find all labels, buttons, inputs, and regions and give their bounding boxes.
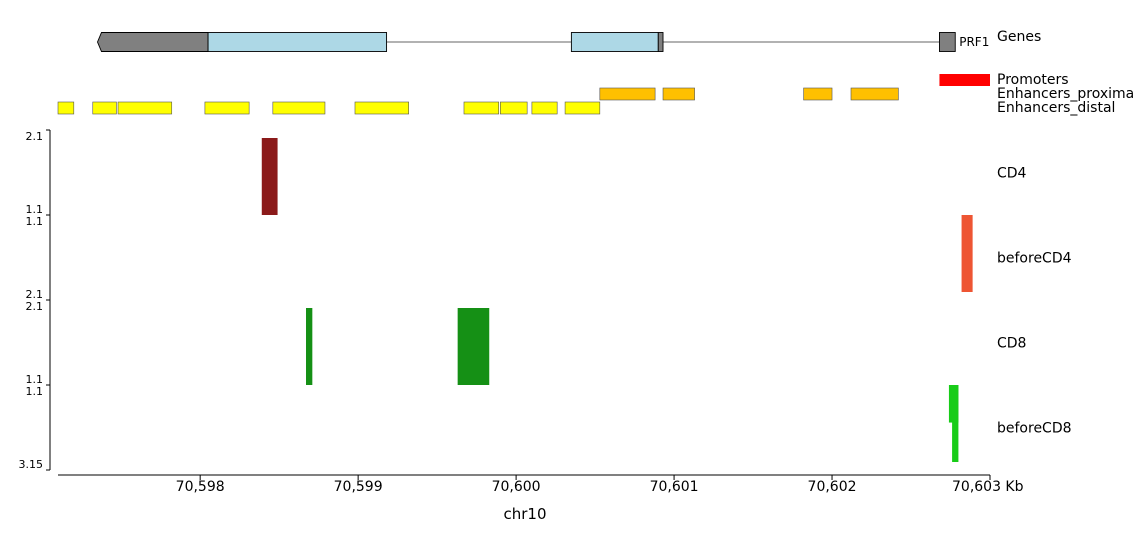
annotation-track-label-2: Enhancers_distal (997, 100, 1115, 116)
signal-bar-cd4-0 (261, 138, 278, 215)
annotation-feature-enhancers_proximal-2 (803, 87, 833, 101)
annotation-feature-enhancers_proximal-3 (850, 87, 899, 101)
gene-exon-2 (570, 32, 659, 52)
gene-exon-0 (97, 32, 209, 52)
annotation-feature-enhancers_distal-1 (92, 101, 117, 115)
gene-exon-4 (939, 32, 956, 52)
y-axis-top-label-3: 1.1 (26, 385, 44, 398)
gene-track-label: Genes (997, 29, 1041, 45)
y-axis-bottom-label-1: 2.1 (26, 288, 44, 301)
annotation-tracks: PromotersEnhancers_proximalEnhancers_dis… (57, 72, 1133, 116)
annotation-feature-enhancers_distal-6 (463, 101, 500, 115)
signal-bar-cd8-0 (306, 308, 313, 385)
annotation-feature-enhancers_distal-5 (354, 101, 409, 115)
x-axis: 70,598 70,599 70,600 70,601 70,602 70,603 Kb (58, 474, 1024, 495)
annotation-feature-promoters-0 (939, 74, 990, 86)
gene-name-label: PRF1 (959, 35, 989, 49)
y-axis-top-label-2: 2.1 (26, 300, 44, 313)
annotation-track-label-0: Promoters (997, 72, 1069, 88)
gene-exon-3 (657, 32, 664, 52)
annotation-feature-enhancers_distal-2 (117, 101, 173, 115)
signal-bar-beforecd4-0 (961, 215, 973, 292)
annotation-feature-enhancers_distal-9 (564, 101, 601, 115)
gene-track: PRF1 Genes (97, 29, 1041, 52)
x-axis-tick-label-4: 70,602 (808, 479, 857, 495)
signal-track-label-0: CD4 (997, 166, 1027, 182)
gene-exon-1 (207, 32, 388, 52)
annotation-feature-enhancers_distal-7 (500, 101, 528, 115)
annotation-feature-enhancers_distal-4 (272, 101, 326, 115)
annotation-feature-enhancers_distal-8 (531, 101, 558, 115)
y-axis-top-label-0: 2.1 (26, 130, 44, 143)
annotation-feature-enhancers_distal-3 (204, 101, 250, 115)
x-axis-tick-label-1: 70,599 (334, 479, 383, 495)
annotation-feature-enhancers_distal-0 (57, 101, 75, 115)
signal-bar-cd8-1 (457, 308, 490, 385)
signal-track-label-1: beforeCD4 (997, 251, 1072, 267)
signal-track-label-3: beforeCD8 (997, 421, 1072, 437)
signal-tracks: 2.1 1.1 CD4 1.1 2.1 beforeCD4 2.1 1.1 CD8 1.1 3.15… (19, 129, 1072, 471)
annotation-feature-enhancers_proximal-1 (662, 87, 695, 101)
x-axis-tick-label-5: 70,603 Kb (952, 479, 1024, 495)
y-axis-bottom-label-2: 1.1 (26, 373, 44, 386)
y-axis-top-label-1: 1.1 (26, 215, 44, 228)
annotation-feature-enhancers_proximal-0 (599, 87, 656, 101)
x-axis-tick-label-2: 70,600 (492, 479, 541, 495)
signal-track-label-2: CD8 (997, 336, 1026, 352)
y-axis-bottom-label-0: 1.1 (26, 203, 44, 216)
x-axis-tick-label-0: 70,598 (176, 479, 225, 495)
x-axis-label: chr10 (503, 505, 546, 523)
annotation-track-label-1: Enhancers_proximal (997, 86, 1133, 102)
x-axis-tick-label-3: 70,601 (650, 479, 699, 495)
signal-bar-beforecd8-1 (952, 385, 959, 462)
y-axis-bottom-label-3: 3.15 (19, 458, 44, 471)
